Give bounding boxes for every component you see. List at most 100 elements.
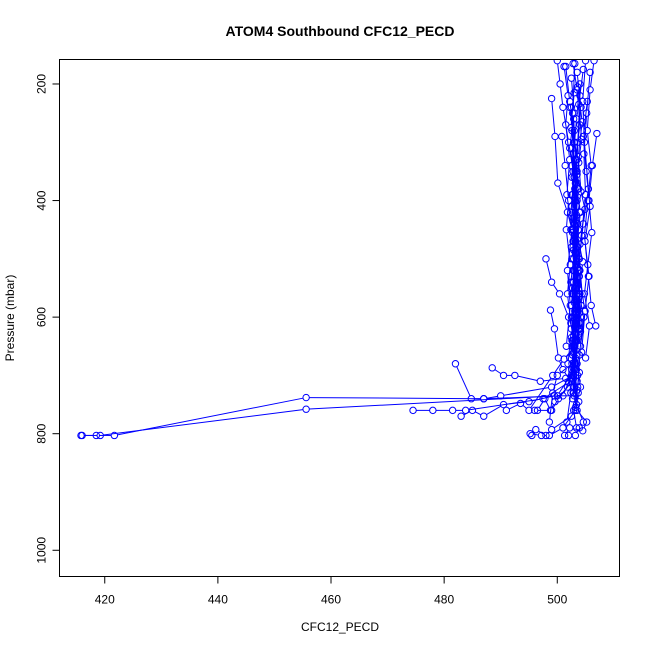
series-line-segment: [567, 232, 573, 268]
series-line-segment: [509, 404, 518, 410]
series-line-segment: [592, 136, 597, 163]
data-point: [480, 412, 488, 420]
series-line-segment: [556, 389, 566, 400]
data-point: [566, 144, 574, 152]
data-point: [579, 65, 587, 74]
series-line-segment: [468, 398, 541, 411]
series-line-segment: [565, 69, 570, 99]
data-point: [571, 431, 580, 440]
series-line-segment: [530, 377, 552, 409]
data-point: [567, 389, 575, 397]
data-point: [302, 393, 310, 402]
series-line-segment: [569, 110, 575, 140]
y-tick-label: 800: [35, 423, 49, 443]
data-point: [564, 360, 572, 368]
series-line-segment: [551, 404, 554, 408]
y-tick-label: 1000: [35, 537, 49, 564]
series-line-segment: [567, 273, 571, 303]
series-line-segment: [577, 177, 585, 207]
series-line-segment: [571, 145, 575, 175]
series-line-segment: [584, 244, 589, 274]
data-point: [573, 83, 582, 91]
data-point: [570, 298, 578, 307]
series-26: [579, 97, 600, 330]
data-point: [578, 118, 586, 126]
series-line-segment: [588, 168, 593, 198]
data-point: [556, 80, 564, 88]
data-point: [525, 397, 533, 406]
series-line-segment: [565, 168, 569, 198]
data-point: [560, 62, 568, 71]
data-point: [569, 246, 578, 254]
series-line-segment: [576, 247, 581, 280]
series-line-segment: [575, 375, 580, 405]
data-point: [488, 364, 496, 372]
series-line-segment: [475, 411, 482, 416]
data-point: [587, 301, 595, 310]
series-line-segment: [117, 397, 304, 436]
series-line-segment: [554, 376, 571, 386]
series-line-segment: [517, 375, 538, 382]
y-tick-label: 400: [35, 190, 49, 210]
data-point: [593, 129, 601, 138]
data-point: [566, 260, 574, 269]
data-point: [580, 290, 589, 298]
data-point: [560, 355, 568, 363]
series-line-segment: [584, 296, 590, 323]
series-line-segment: [591, 308, 596, 323]
series-line-segment: [564, 371, 573, 385]
data-point: [575, 100, 583, 109]
data-point: [571, 403, 580, 412]
data-point: [573, 68, 581, 77]
series-line-segment: [573, 413, 577, 425]
data-point: [582, 418, 591, 426]
series-line-segment: [103, 409, 304, 436]
data-point: [561, 161, 569, 170]
data-point: [569, 59, 577, 68]
data-point: [110, 431, 119, 440]
data-point: [545, 431, 554, 440]
series-line-segment: [560, 296, 568, 315]
data-point: [573, 386, 581, 394]
data-point: [570, 89, 578, 97]
series-line-segment: [566, 396, 571, 419]
data-point: [78, 431, 86, 440]
data-point: [562, 342, 571, 350]
plot-frame: [59, 59, 620, 577]
series-line-segment: [571, 314, 576, 344]
data-point: [572, 211, 581, 219]
data-point: [566, 103, 574, 111]
series-line-segment: [576, 229, 583, 259]
series-line-segment: [533, 433, 539, 436]
data-point: [526, 429, 534, 438]
series-line-segment: [309, 397, 481, 400]
data-point: [562, 225, 571, 234]
data-point: [502, 406, 511, 415]
data-point: [547, 94, 556, 103]
series-line-segment: [543, 378, 563, 382]
data-point: [574, 281, 582, 289]
series-layer: [77, 59, 601, 440]
data-point: [563, 191, 571, 199]
series-line-segment: [554, 139, 559, 180]
series-line-segment: [579, 212, 586, 242]
data-point: [468, 406, 477, 415]
series-line-segment: [553, 378, 557, 390]
x-tick-label: 420: [95, 593, 115, 607]
data-point: [579, 418, 587, 426]
y-axis-label: Pressure (mbar): [3, 275, 17, 362]
x-tick-label: 460: [321, 593, 341, 607]
data-point: [580, 150, 588, 158]
data-point: [542, 431, 550, 440]
data-point: [582, 167, 590, 176]
data-point: [457, 412, 465, 420]
series-line-segment: [567, 267, 571, 291]
data-point: [568, 342, 576, 350]
data-point: [575, 368, 584, 377]
data-point: [586, 68, 594, 77]
data-point: [554, 179, 562, 187]
series-line-segment: [577, 159, 582, 189]
data-point: [580, 313, 588, 321]
data-point: [554, 354, 563, 362]
data-point: [577, 135, 586, 144]
